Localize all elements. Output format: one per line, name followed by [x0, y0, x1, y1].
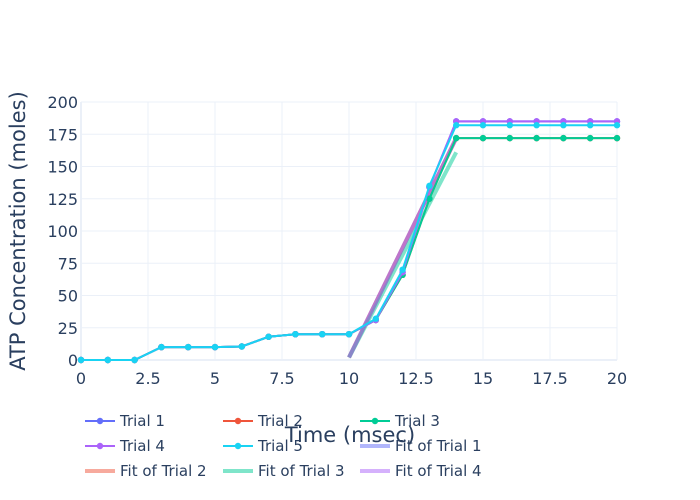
point-trial-5 [372, 315, 379, 322]
fit-line-fit-of-trial-4 [347, 137, 458, 359]
point-trial-5 [506, 122, 513, 129]
point-trial-3 [479, 134, 487, 142]
legend-item-fit-of-trial-3: Fit of Trial 3 [223, 462, 345, 480]
point-trial-5 [399, 266, 406, 273]
x-tick-label: 0 [76, 369, 86, 388]
y-tick-label: 0 [68, 351, 78, 370]
x-tick-label: 7.5 [269, 369, 294, 388]
legend-item-trial-2: Trial 2 [223, 412, 303, 430]
legend-label: Trial 3 [394, 412, 440, 430]
point-trial-5 [77, 356, 85, 364]
y-tick-label: 125 [47, 190, 78, 209]
legend-item-fit-of-trial-2: Fit of Trial 2 [85, 462, 207, 480]
legend-label: Trial 2 [257, 412, 303, 430]
series-fit-of-trial-4 [347, 137, 458, 359]
x-tick-label: 2.5 [135, 369, 160, 388]
legend-marker [234, 442, 242, 450]
x-tick-label: 12.5 [398, 369, 434, 388]
y-tick-label: 75 [58, 254, 78, 273]
point-trial-5 [104, 356, 112, 364]
point-trial-5 [265, 333, 272, 340]
point-trial-5 [292, 331, 299, 338]
tick-labels: 0 25 50 75 100 125 150 175 200 0 2.5 5 7.5 10 12.5 15 17… [47, 93, 627, 388]
legend-item-fit-of-trial-4: Fit of Trial 4 [360, 462, 482, 480]
y-axis-title: ATP Concentration (moles) [6, 91, 30, 371]
legend-marker [96, 417, 104, 425]
point-trial-5 [560, 122, 567, 129]
series-trial-5 [77, 122, 621, 364]
x-tick-label: 15 [473, 369, 493, 388]
legend-label: Trial 4 [119, 437, 165, 455]
grid [80, 101, 618, 361]
y-tick-label: 50 [58, 287, 78, 306]
point-trial-5 [185, 343, 192, 351]
point-trial-5 [453, 122, 460, 129]
legend-marker [96, 442, 104, 450]
x-tick-label: 17.5 [532, 369, 568, 388]
y-tick-label: 175 [47, 125, 78, 144]
x-axis-title: Time (msec) [284, 423, 415, 447]
legend-item-trial-3: Trial 3 [360, 412, 440, 430]
point-trial-3 [506, 134, 513, 142]
point-trial-5 [426, 182, 433, 190]
legend-item-trial-4: Trial 4 [85, 437, 165, 455]
x-tick-label: 5 [210, 369, 220, 388]
point-trial-5 [587, 122, 594, 129]
point-trial-3 [613, 134, 621, 142]
y-tick-label: 25 [58, 319, 78, 338]
point-trial-5 [533, 122, 540, 129]
legend-label: Trial 5 [257, 437, 303, 455]
legend-item-fit-of-trial-1: Fit of Trial 1 [360, 437, 482, 455]
x-tick-label: 10 [339, 369, 359, 388]
legend-label: Fit of Trial 3 [258, 462, 345, 480]
point-trial-5 [613, 122, 621, 129]
point-trial-5 [238, 343, 245, 350]
point-trial-5 [479, 122, 487, 129]
point-trial-5 [131, 356, 138, 364]
point-trial-5 [345, 331, 353, 338]
x-tick-label: 20 [607, 369, 627, 388]
plot-area [77, 118, 621, 364]
point-trial-5 [319, 331, 326, 338]
point-trial-3 [587, 134, 594, 142]
legend-label: Fit of Trial 4 [395, 462, 482, 480]
legend-item-trial-1: Trial 1 [85, 412, 165, 430]
legend-label: Trial 1 [119, 412, 165, 430]
point-trial-5 [211, 343, 219, 351]
legend-item-trial-5: Trial 5 [223, 437, 303, 455]
point-trial-3 [426, 195, 433, 202]
legend-label: Fit of Trial 1 [395, 437, 482, 455]
point-trial-3 [560, 134, 567, 142]
point-trial-3 [533, 134, 540, 142]
y-tick-label: 100 [47, 222, 78, 241]
legend-marker [234, 417, 242, 425]
y-tick-label: 150 [47, 158, 78, 177]
legend-label: Fit of Trial 2 [120, 462, 207, 480]
y-tick-label: 200 [47, 93, 78, 112]
legend-marker [371, 417, 379, 425]
legend: Trial 1 Trial 2 Trial 3 Trial 4 Trial 5 Fit o… [85, 412, 482, 480]
point-trial-5 [158, 343, 165, 351]
point-trial-3 [453, 134, 460, 142]
